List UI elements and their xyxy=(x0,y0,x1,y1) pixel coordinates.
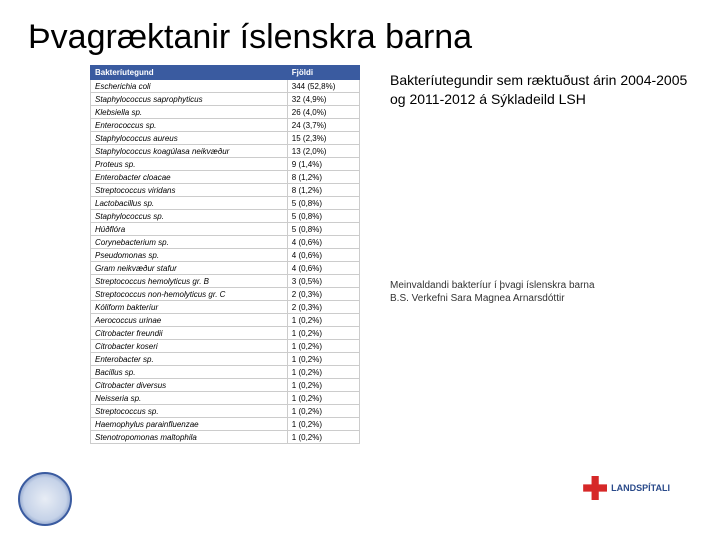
species-cell: Streptococcus sp. xyxy=(91,405,288,418)
table-row: Enterobacter cloacae8 (1,2%) xyxy=(91,171,360,184)
hospital-logo: LANDSPÍTALI xyxy=(583,476,670,500)
table-row: Escherichia coli344 (52,8%) xyxy=(91,80,360,93)
table-row: Enterococcus sp.24 (3,7%) xyxy=(91,119,360,132)
count-cell: 9 (1,4%) xyxy=(287,158,359,171)
species-cell: Aerococcus urinae xyxy=(91,314,288,327)
count-cell: 4 (0,6%) xyxy=(287,249,359,262)
table-row: Bacillus sp.1 (0,2%) xyxy=(91,366,360,379)
table-row: Streptococcus viridans8 (1,2%) xyxy=(91,184,360,197)
species-cell: Citrobacter koseri xyxy=(91,340,288,353)
count-cell: 1 (0,2%) xyxy=(287,314,359,327)
table-row: Enterobacter sp.1 (0,2%) xyxy=(91,353,360,366)
species-cell: Corynebacterium sp. xyxy=(91,236,288,249)
count-cell: 2 (0,3%) xyxy=(287,301,359,314)
species-cell: Escherichia coli xyxy=(91,80,288,93)
species-cell: Streptococcus viridans xyxy=(91,184,288,197)
species-cell: Haemophylus parainfluenzae xyxy=(91,418,288,431)
count-cell: 1 (0,2%) xyxy=(287,379,359,392)
count-cell: 1 (0,2%) xyxy=(287,353,359,366)
table-row: Lactobacillus sp.5 (0,8%) xyxy=(91,197,360,210)
species-cell: Gram neikvæður stafur xyxy=(91,262,288,275)
table-row: Streptococcus hemolyticus gr. B3 (0,5%) xyxy=(91,275,360,288)
count-cell: 5 (0,8%) xyxy=(287,223,359,236)
table-row: Haemophylus parainfluenzae1 (0,2%) xyxy=(91,418,360,431)
count-cell: 1 (0,2%) xyxy=(287,366,359,379)
species-cell: Stenotropomonas maltophila xyxy=(91,431,288,444)
table-row: Gram neikvæður stafur4 (0,6%) xyxy=(91,262,360,275)
table-row: Proteus sp.9 (1,4%) xyxy=(91,158,360,171)
table-row: Citrobacter diversus1 (0,2%) xyxy=(91,379,360,392)
count-cell: 1 (0,2%) xyxy=(287,405,359,418)
content-area: Bakteríutegund Fjöldi Escherichia coli34… xyxy=(0,65,720,444)
species-cell: Klebsiella sp. xyxy=(91,106,288,119)
table-row: Klebsiella sp.26 (4,0%) xyxy=(91,106,360,119)
cross-icon xyxy=(583,476,607,500)
count-cell: 1 (0,2%) xyxy=(287,340,359,353)
count-cell: 8 (1,2%) xyxy=(287,171,359,184)
col-header-count: Fjöldi xyxy=(287,66,359,80)
bacteria-table: Bakteríutegund Fjöldi Escherichia coli34… xyxy=(90,65,360,444)
side-citation: Meinvaldandi bakteríur í þvagi íslenskra… xyxy=(390,279,700,305)
species-cell: Lactobacillus sp. xyxy=(91,197,288,210)
count-cell: 1 (0,2%) xyxy=(287,431,359,444)
table-row: Kóliform bakteríur2 (0,3%) xyxy=(91,301,360,314)
count-cell: 8 (1,2%) xyxy=(287,184,359,197)
table-row: Citrobacter freundii1 (0,2%) xyxy=(91,327,360,340)
table-row: Corynebacterium sp.4 (0,6%) xyxy=(91,236,360,249)
count-cell: 4 (0,6%) xyxy=(287,262,359,275)
table-row: Staphylococcus sp.5 (0,8%) xyxy=(91,210,360,223)
count-cell: 13 (2,0%) xyxy=(287,145,359,158)
table-row: Aerococcus urinae1 (0,2%) xyxy=(91,314,360,327)
species-cell: Streptococcus hemolyticus gr. B xyxy=(91,275,288,288)
page-title: Þvagræktanir íslenskra barna xyxy=(0,0,720,65)
university-seal-icon xyxy=(18,472,72,526)
col-header-species: Bakteríutegund xyxy=(91,66,288,80)
count-cell: 5 (0,8%) xyxy=(287,210,359,223)
count-cell: 1 (0,2%) xyxy=(287,392,359,405)
species-cell: Kóliform bakteríur xyxy=(91,301,288,314)
species-cell: Staphylococcus saprophyticus xyxy=(91,93,288,106)
species-cell: Citrobacter diversus xyxy=(91,379,288,392)
species-cell: Staphylococcus sp. xyxy=(91,210,288,223)
table-row: Stenotropomonas maltophila1 (0,2%) xyxy=(91,431,360,444)
table-row: Staphylococcus koagúlasa neikvæður13 (2,… xyxy=(91,145,360,158)
count-cell: 24 (3,7%) xyxy=(287,119,359,132)
species-cell: Enterococcus sp. xyxy=(91,119,288,132)
count-cell: 1 (0,2%) xyxy=(287,418,359,431)
table-row: Streptococcus non-hemolyticus gr. C2 (0,… xyxy=(91,288,360,301)
count-cell: 26 (4,0%) xyxy=(287,106,359,119)
count-cell: 2 (0,3%) xyxy=(287,288,359,301)
species-cell: Staphylococcus aureus xyxy=(91,132,288,145)
count-cell: 344 (52,8%) xyxy=(287,80,359,93)
hospital-logo-text: LANDSPÍTALI xyxy=(611,484,670,493)
count-cell: 15 (2,3%) xyxy=(287,132,359,145)
species-cell: Pseudomonas sp. xyxy=(91,249,288,262)
species-cell: Neisseria sp. xyxy=(91,392,288,405)
side-description: Bakteríutegundir sem ræktuðust árin 2004… xyxy=(390,71,700,109)
count-cell: 5 (0,8%) xyxy=(287,197,359,210)
species-cell: Proteus sp. xyxy=(91,158,288,171)
count-cell: 32 (4,9%) xyxy=(287,93,359,106)
count-cell: 3 (0,5%) xyxy=(287,275,359,288)
table-container: Bakteríutegund Fjöldi Escherichia coli34… xyxy=(90,65,360,444)
table-row: Staphylococcus saprophyticus32 (4,9%) xyxy=(91,93,360,106)
species-cell: Citrobacter freundii xyxy=(91,327,288,340)
side-panel: Bakteríutegundir sem ræktuðust árin 2004… xyxy=(360,65,700,444)
table-row: Húðflóra5 (0,8%) xyxy=(91,223,360,236)
species-cell: Enterobacter sp. xyxy=(91,353,288,366)
species-cell: Streptococcus non-hemolyticus gr. C xyxy=(91,288,288,301)
table-row: Neisseria sp.1 (0,2%) xyxy=(91,392,360,405)
species-cell: Bacillus sp. xyxy=(91,366,288,379)
table-row: Citrobacter koseri1 (0,2%) xyxy=(91,340,360,353)
count-cell: 1 (0,2%) xyxy=(287,327,359,340)
table-row: Streptococcus sp.1 (0,2%) xyxy=(91,405,360,418)
species-cell: Staphylococcus koagúlasa neikvæður xyxy=(91,145,288,158)
table-row: Pseudomonas sp.4 (0,6%) xyxy=(91,249,360,262)
count-cell: 4 (0,6%) xyxy=(287,236,359,249)
table-row: Staphylococcus aureus15 (2,3%) xyxy=(91,132,360,145)
species-cell: Húðflóra xyxy=(91,223,288,236)
species-cell: Enterobacter cloacae xyxy=(91,171,288,184)
